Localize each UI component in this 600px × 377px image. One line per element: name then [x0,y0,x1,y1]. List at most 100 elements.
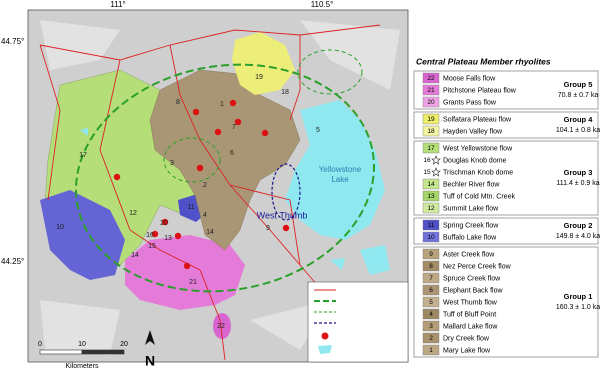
group-box [413,111,599,139]
unit-label: 6 [230,150,234,157]
unit-number: 13 [427,193,435,200]
unit-label: 5 [316,127,320,134]
unit-number: 5 [429,299,433,306]
unit-name: Mallard Lake flow [443,323,498,330]
group-age: 111.4 ± 0.9 ka [556,180,599,187]
unit-number: 6 [429,287,433,294]
flow-group4 [232,32,295,95]
unit-label: 9 [266,225,270,232]
unit-label: 19 [255,74,263,81]
volcanic-vent [282,224,290,232]
group-name: Group 3 [564,168,593,177]
scale-tick-label: 10 [78,341,86,348]
volcanic-vent [161,218,169,226]
unit-label: 21 [189,279,197,286]
unit-name: Nez Perce Creek flow [443,263,512,270]
unit-swatch [422,284,440,296]
unit-number: 17 [427,145,435,152]
volcanic-vent [229,99,237,107]
unit-number: 7 [429,275,433,282]
scale-segment [39,349,83,355]
unit-swatch [422,125,440,137]
unit-name: Tuff of Cold Mtn. Creek [443,193,515,200]
west-thumb-caldera [271,163,301,221]
resurgent-dome [297,49,363,95]
roads [39,24,381,361]
unit-swatch [422,231,440,243]
flow-22 [213,313,231,339]
unit-swatch [422,84,440,96]
unit-swatch [422,190,440,202]
unit-label: 3 [170,160,174,167]
unit-name: Bechler River flow [443,181,500,188]
unit-number: 9 [429,251,433,258]
hillshade [40,20,400,355]
lake [285,100,385,240]
coordinate-label: 111° [110,0,125,9]
volcanic-vent [214,128,222,136]
unit-number: 15 [423,169,431,176]
unit-number: 8 [429,263,433,270]
unit-swatch [422,219,440,231]
group-age: 149.8 ± 4.0 ka [556,233,600,240]
rhyolite-legend: Central Plateau Member rhyolites Group 5 7… [413,56,600,358]
volcanic-vent [192,108,200,116]
volcanic-vent [234,118,242,126]
unit-label: 1 [220,101,224,108]
volcanic-vent [151,230,159,238]
unit-swatch [422,113,440,125]
unit-number: 11 [428,222,435,229]
group-age: 160.3 ± 1.0 ka [556,304,600,311]
scale-tick-label: 20 [120,341,128,348]
north-label: N [145,353,155,369]
dome-symbol [431,167,441,177]
unit-name: Mary Lake flow [443,347,491,354]
place-label: Lake [331,175,349,184]
scale-unit: Kilometers [65,363,99,370]
unit-name: Pitchstone Plateau flow [443,87,517,94]
place-label: Yellowstone [319,165,362,174]
unit-swatch [422,260,440,272]
legend-water [318,345,332,354]
unit-swatch [422,142,440,154]
unit-number: 10 [427,234,435,241]
group-box [413,217,599,245]
map-legend [307,281,409,363]
unit-number: 2 [429,335,433,342]
group-age: 104.1 ± 0.8 ka [556,127,600,134]
unit-label: 12 [129,210,137,217]
dome-symbol [431,155,441,165]
group-box [413,246,599,358]
scale-tick-label: 0 [38,341,42,348]
unit-number: 4 [429,311,433,318]
unit-swatch [422,344,440,356]
unit-name: Spring Creek flow [443,222,499,229]
unit-label: 10 [56,224,64,231]
unit-swatch [422,248,440,260]
unit-label: 22 [217,323,225,330]
resurgent-dome [163,137,221,183]
unit-name: Aster Creek flow [443,251,495,258]
unit-label: 11 [187,204,194,211]
unit-number: 12 [427,205,435,212]
unit-swatch [422,296,440,308]
unit-label: 8 [176,99,180,106]
group-age: 70.8 ± 0.7 ka [558,92,599,99]
unit-name: Elephant Back flow [443,287,503,294]
unit-number: 16 [423,157,431,164]
unit-swatch [422,272,440,284]
unit-name: Douglas Knob dome [443,157,507,164]
unit-label: 18 [281,89,289,96]
legend-title: Central Plateau Member rhyolites [416,56,551,66]
unit-label: 14 [206,229,214,236]
group-name: Group 4 [564,115,594,124]
unit-name: West Thumb flow [443,299,498,306]
volcanic-vent [261,129,269,137]
unit-name: Grants Pass flow [443,99,497,106]
unit-name: Summit Lake flow [443,205,499,212]
unit-number: 18 [427,128,435,135]
unit-swatch [422,96,440,108]
unit-label: 4 [203,212,207,219]
unit-label: 15 [148,243,156,250]
